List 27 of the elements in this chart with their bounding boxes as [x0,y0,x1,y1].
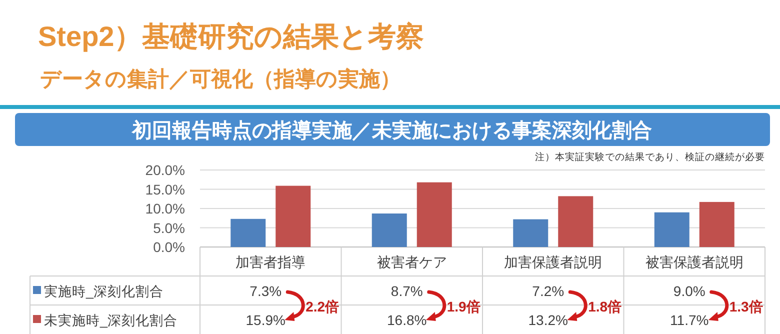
text: 注）本実証実験での結果であり、検証の継続が必要 [535,151,765,163]
x-tick-label: 加害保護者説明 [504,254,602,270]
x-tick-label: 加害者指導 [236,254,306,270]
data-label: 16.8% [387,312,427,328]
y-tick-label: 10.0% [145,200,185,216]
legend-label: 実施時_深刻化割合 [44,284,164,299]
text: 1.9倍 [446,298,480,314]
data-label: 7.3% [250,283,282,299]
data-label: 9.0% [673,283,706,299]
data-label: 7.2% [532,283,564,299]
x-tick-label: 被害者ケア [376,254,447,270]
text: 1.8倍 [588,298,622,314]
y-tick-label: 5.0% [153,220,185,236]
data-label: 15.9% [246,312,286,328]
x-tick-label: 被害保護者説明 [645,254,744,270]
legend-label: 未実施時_深刻化割合 [44,313,178,328]
text: Step2）基礎研究の結果と考察 [38,21,424,52]
text: 1.3倍 [729,298,763,314]
data-label: 8.7% [390,283,423,299]
data-label: 11.7% [670,312,709,328]
y-tick-label: 0.0% [153,239,185,255]
chart-title: 初回報告時点の指導実施／未実施における事案深刻化割合 [131,119,652,142]
y-tick-label: 15.0% [145,181,185,198]
text: 2.2倍 [306,298,340,314]
data-label: 13.2% [528,312,568,328]
y-tick-label: 20.0% [145,162,185,178]
text: データの集計／可視化（指導の実施） [40,67,401,91]
